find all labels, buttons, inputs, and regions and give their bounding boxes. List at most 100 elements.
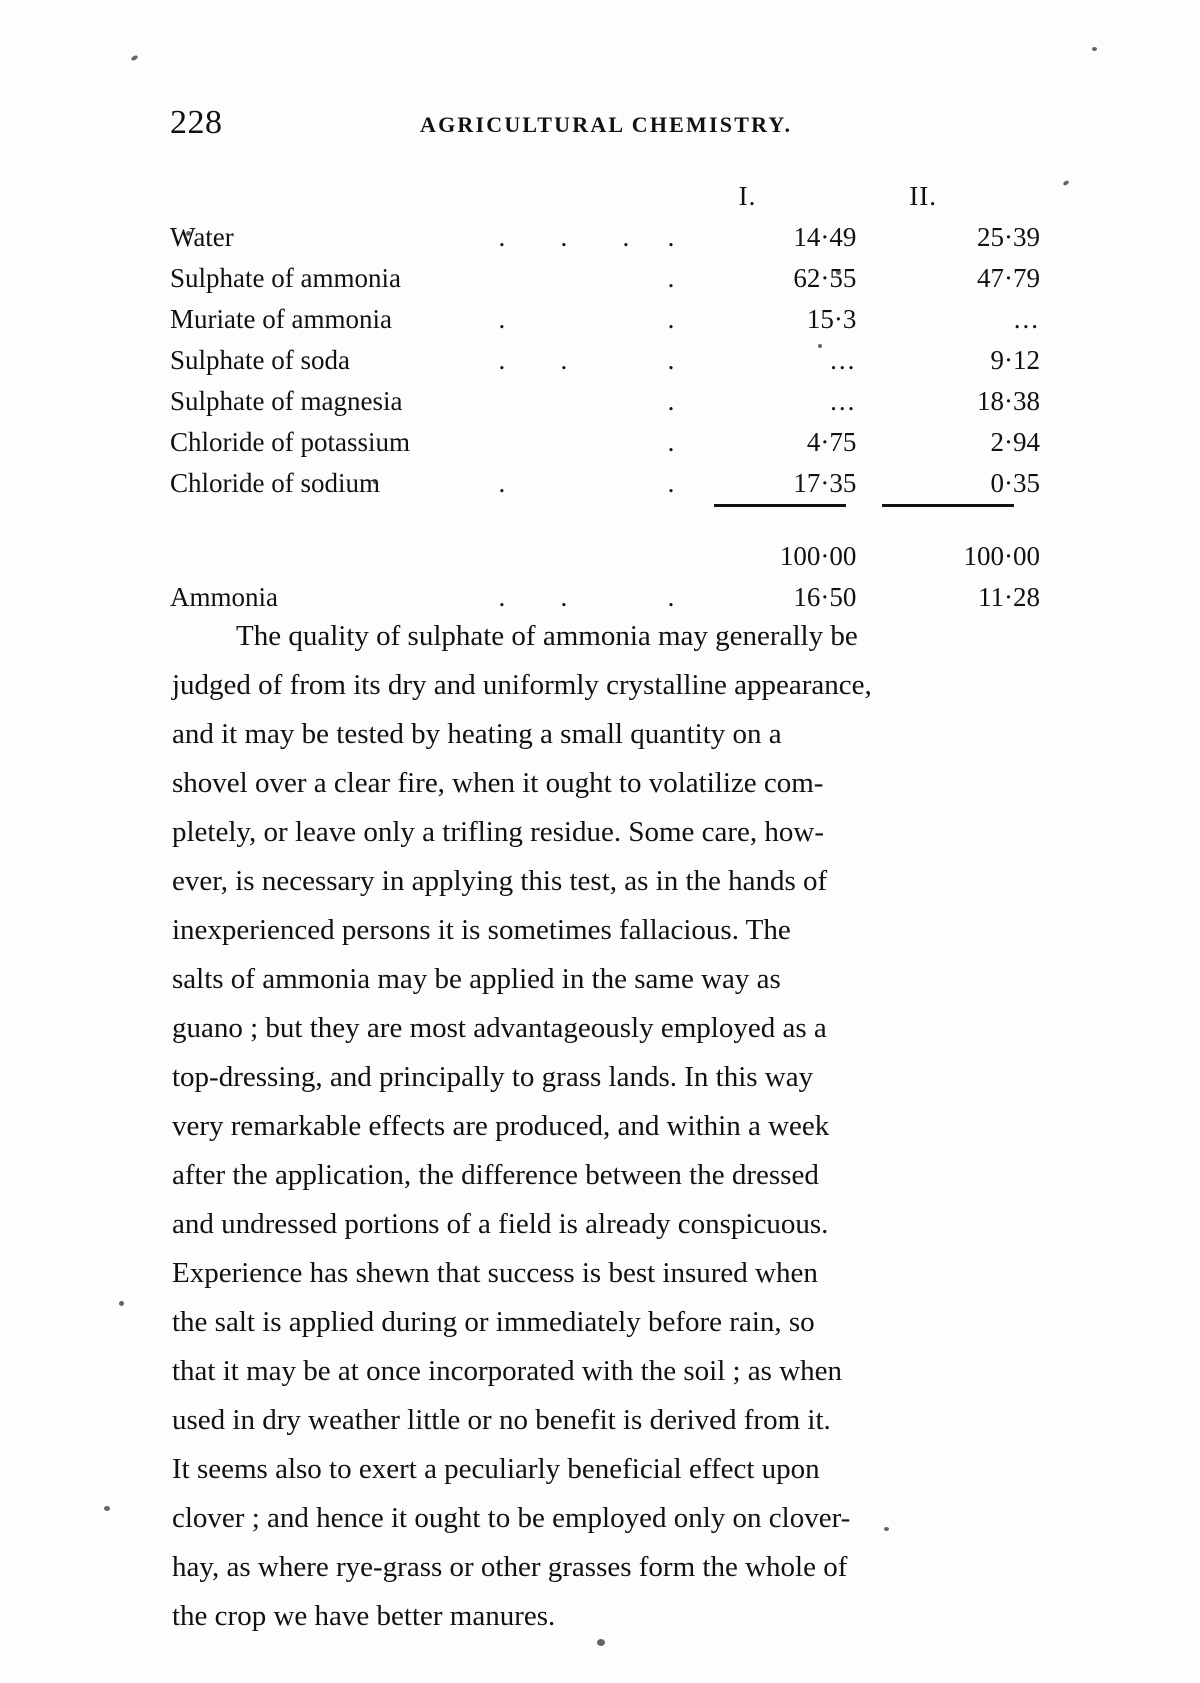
body-line: top-dressing, and principally to grass l… (172, 1053, 1056, 1102)
row-label: Sulphate of soda (170, 345, 350, 375)
leader-dot: . (667, 222, 675, 252)
scan-speck (130, 54, 139, 62)
body-line-text: and undressed portions of a field is alr… (172, 1208, 829, 1240)
leader-dot: . (498, 222, 506, 252)
scan-speck (373, 480, 378, 484)
table-body: Water ... . 14·49 25·39 Sulphate of ammo… (170, 217, 1040, 618)
body-line: The quality of sulphate of ammonia may g… (172, 612, 1056, 661)
ammonia-label: Ammonia (170, 582, 278, 612)
total-value-2: 100·00 (963, 541, 1041, 571)
page-number: 228 (170, 104, 223, 141)
row-label: Muriate of ammonia (170, 304, 392, 334)
body-line-text: top-dressing, and principally to grass l… (172, 1061, 814, 1093)
total-blank (659, 530, 682, 577)
leader-dot: . (498, 468, 506, 498)
body-line-text: after the application, the difference be… (172, 1159, 819, 1191)
body-line-text: and it may be tested by heating a small … (172, 718, 782, 750)
row-label: Sulphate of ammonia (170, 263, 401, 293)
row-value-2: 2·94 (990, 427, 1041, 457)
body-line: shovel over a clear fire, when it ought … (172, 759, 1056, 808)
body-line-text: shovel over a clear fire, when it ought … (172, 767, 824, 799)
body-line-text: judged of from its dry and uniformly cry… (172, 669, 872, 701)
leader-dot: . (560, 582, 568, 612)
total-blank (471, 530, 659, 577)
ammonia-leaders: .. (471, 577, 659, 618)
leader-dot: . (498, 582, 506, 612)
body-line-text: salts of ammonia may be applied in the s… (172, 963, 781, 995)
leader-dot: . (667, 263, 675, 293)
row-label: Chloride of sodium (170, 468, 380, 498)
total-label (170, 530, 471, 577)
body-line: clover ; and hence it ought to be employ… (172, 1494, 1056, 1543)
body-line-text: pletely, or leave only a trifling residu… (172, 816, 825, 848)
leader-dot: . (667, 427, 675, 457)
scan-speck (119, 1301, 124, 1306)
leader-dot: . (667, 304, 675, 334)
header-blank (170, 176, 471, 217)
scan-speck (836, 270, 841, 275)
ammonia-value-2: 11·28 (978, 582, 1040, 612)
ammonia-value-1: 16·50 (793, 582, 857, 612)
row-value-1: 17·35 (793, 468, 857, 498)
analysis-table: I. II. Water ... . 14·49 25·39 Sulphate … (170, 176, 1040, 618)
rule-blank (471, 504, 659, 530)
table-head: I. II. (170, 176, 1040, 217)
scan-speck (1092, 47, 1097, 51)
total-rule-2 (856, 504, 1040, 530)
table-row: Chloride of potassium . 4·75 2·94 (170, 422, 1040, 463)
leader-dot: . (667, 345, 675, 375)
body-line-text: It seems also to exert a peculiarly bene… (172, 1453, 820, 1485)
body-line: hay, as where rye-grass or other grasses… (172, 1543, 1056, 1592)
row-leaders (471, 422, 659, 463)
running-head: 228 AGRICULTURAL CHEMISTRY. (170, 104, 1050, 146)
row-value-1: 15·3 (806, 304, 857, 334)
rule-blank (659, 504, 682, 530)
row-value-2: 0·35 (990, 468, 1041, 498)
leader-dot: . (667, 468, 675, 498)
row-leaders (471, 258, 659, 299)
leader-dot: . (560, 345, 568, 375)
row-label: Sulphate of magnesia (170, 386, 403, 416)
header-leader-space (471, 176, 659, 217)
row-leaders: ... (471, 217, 659, 258)
rule-blank (170, 504, 471, 530)
row-leaders: .. (471, 340, 659, 381)
body-line-text: hay, as where rye-grass or other grasses… (172, 1551, 848, 1583)
body-line: that it may be at once incorporated with… (172, 1347, 1056, 1396)
row-label: Water (170, 222, 234, 252)
row-leaders (471, 381, 659, 422)
row-value-2: 47·79 (977, 263, 1040, 293)
body-line: inexperienced persons it is sometimes fa… (172, 906, 1056, 955)
body-line-text: The quality of sulphate of ammonia may g… (236, 620, 858, 652)
body-line: pletely, or leave only a trifling residu… (172, 808, 1056, 857)
body-line: used in dry weather little or no benefit… (172, 1396, 1056, 1445)
table-row: Sulphate of magnesia . ... 18·38 (170, 381, 1040, 422)
body-line-text: used in dry weather little or no benefit… (172, 1404, 831, 1436)
table-row: Chloride of sodium . . 17·35 0·35 (170, 463, 1040, 504)
scan-speck (104, 1506, 110, 1511)
total-value-1: 100·00 (779, 541, 857, 571)
total-rule-1 (683, 504, 857, 530)
leader-dot: . (498, 345, 506, 375)
body-line-text: guano ; but they are most advantageously… (172, 1012, 827, 1044)
table-rule-row (170, 504, 1040, 530)
body-line-text: Experience has shewn that success is bes… (172, 1257, 818, 1289)
row-value-2: 18·38 (977, 386, 1040, 416)
table-header-row: I. II. (170, 176, 1040, 217)
body-line: Experience has shewn that success is bes… (172, 1249, 1056, 1298)
row-value-1: 14·49 (793, 222, 857, 252)
row-label: Chloride of potassium (170, 427, 410, 457)
scan-speck (818, 344, 822, 348)
body-line: It seems also to exert a peculiarly bene… (172, 1445, 1056, 1494)
leader-dot: . (622, 222, 630, 252)
body-line: very remarkable effects are produced, an… (172, 1102, 1056, 1151)
header-lead-dot (659, 176, 682, 217)
row-leaders: . (471, 463, 659, 504)
leader-dot: . (667, 582, 675, 612)
body-line: and it may be tested by heating a small … (172, 710, 1056, 759)
table-total-row: 100·00 100·00 (170, 530, 1040, 577)
body-line-text: the crop we have better manures. (172, 1600, 556, 1632)
body-line: the crop we have better manures. (172, 1592, 1056, 1641)
table-row: Water ... . 14·49 25·39 (170, 217, 1040, 258)
